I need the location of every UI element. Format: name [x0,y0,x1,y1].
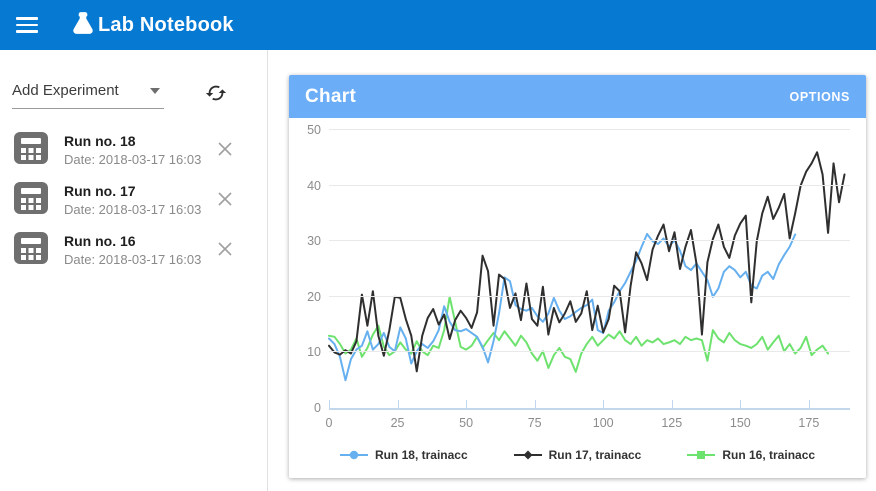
flask-icon [70,10,96,41]
chart-body: 0 10 20 30 40 50 0 25 50 75 100 125 150 175 Run 18, t… [289,118,866,478]
series-line-run-18-trainacc [329,234,795,380]
square-marker-icon [687,451,716,459]
x-axis-tick [397,400,399,408]
add-experiment-label: Add Experiment [12,82,119,99]
calculator-icon [12,179,50,222]
chart-series-svg [329,130,850,408]
experiment-list: Run no. 18 Date: 2018-03-17 16:03 [0,125,267,275]
legend-item-run-16-trainacc: Run 16, trainacc [687,448,815,462]
hamburger-menu-icon[interactable] [4,1,50,49]
legend-item-run-17-trainacc: Run 17, trainacc [513,448,642,462]
x-axis-tick-label: 25 [390,416,405,430]
remove-experiment-button[interactable] [213,237,237,264]
legend-label: Run 18, trainacc [374,448,468,462]
series-line-run-17-trainacc [329,152,845,371]
chart-card-header: Chart OPTIONS [289,75,866,118]
experiment-date: Date: 2018-03-17 16:03 [64,252,202,267]
x-axis-tick [603,400,605,408]
x-axis-tick [808,400,810,408]
gridline [329,240,850,242]
x-axis-tick [740,400,742,408]
experiment-row-run-18[interactable]: Run no. 18 Date: 2018-03-17 16:03 [0,125,267,175]
x-axis-tick-label: 75 [527,416,542,430]
options-button[interactable]: OPTIONS [789,89,850,104]
legend-label: Run 16, trainacc [722,448,816,462]
calculator-icon [12,229,50,272]
close-icon [218,141,232,156]
experiment-row-run-17[interactable]: Run no. 17 Date: 2018-03-17 16:03 [0,175,267,225]
chart-card: Chart OPTIONS 0 10 20 30 40 50 0 25 50 75 100 125 15… [289,75,866,478]
x-axis-tick-label: 125 [661,416,683,430]
circle-marker-icon [339,450,368,460]
chart-legend: Run 18, trainacc Run 17, trainacc Run 16… [289,448,866,462]
x-axis-tick [466,400,468,408]
x-axis-tick [534,400,536,408]
y-axis-tick-label: 30 [307,234,321,249]
x-axis-tick-label: 0 [325,416,333,430]
chart-card-title: Chart [305,85,357,107]
experiment-date: Date: 2018-03-17 16:03 [64,152,202,167]
gridline [329,351,850,353]
calculator-icon [12,129,50,172]
close-icon [218,241,232,256]
gridline [329,295,850,297]
y-axis-tick-label: 50 [307,123,321,137]
x-axis-tick-label: 150 [729,416,751,430]
legend-label: Run 17, trainacc [548,448,642,462]
remove-experiment-button[interactable] [213,137,237,164]
experiment-title: Run no. 18 [64,133,136,149]
main-content: Chart OPTIONS 0 10 20 30 40 50 0 25 50 75 100 125 15… [268,50,876,491]
experiment-title: Run no. 17 [64,183,136,199]
gridline [329,184,850,186]
refresh-button[interactable] [203,80,229,109]
app-logo: Lab Notebook [70,10,234,41]
experiments-sidebar: Add Experiment [0,50,268,491]
app-title: Lab Notebook [98,13,234,36]
sync-icon [205,85,227,101]
x-axis-tick [329,400,330,408]
chart-plot-area[interactable]: 0 10 20 30 40 50 0 25 50 75 100 125 150 175 [307,123,850,430]
chevron-down-icon [150,87,160,94]
x-axis-tick [671,400,673,408]
gridline [329,129,850,130]
add-experiment-select[interactable]: Add Experiment [12,82,164,109]
experiment-row-run-16[interactable]: Run no. 16 Date: 2018-03-17 16:03 [0,225,267,275]
x-axis-tick-label: 100 [592,416,614,430]
y-axis-tick-label: 40 [307,178,321,193]
y-axis-tick-label: 0 [314,401,321,415]
y-axis-tick-label: 20 [307,289,321,304]
remove-experiment-button[interactable] [213,187,237,214]
diamond-marker-icon [513,450,542,460]
experiment-date: Date: 2018-03-17 16:03 [64,202,202,217]
legend-item-run-18-trainacc: Run 18, trainacc [339,448,468,462]
x-axis-tick-label: 50 [459,416,474,430]
y-axis-tick-label: 10 [307,345,321,360]
experiment-title: Run no. 16 [64,233,136,249]
x-axis-tick-label: 175 [798,416,820,430]
close-icon [218,191,232,206]
top-app-bar: Lab Notebook [0,0,876,50]
